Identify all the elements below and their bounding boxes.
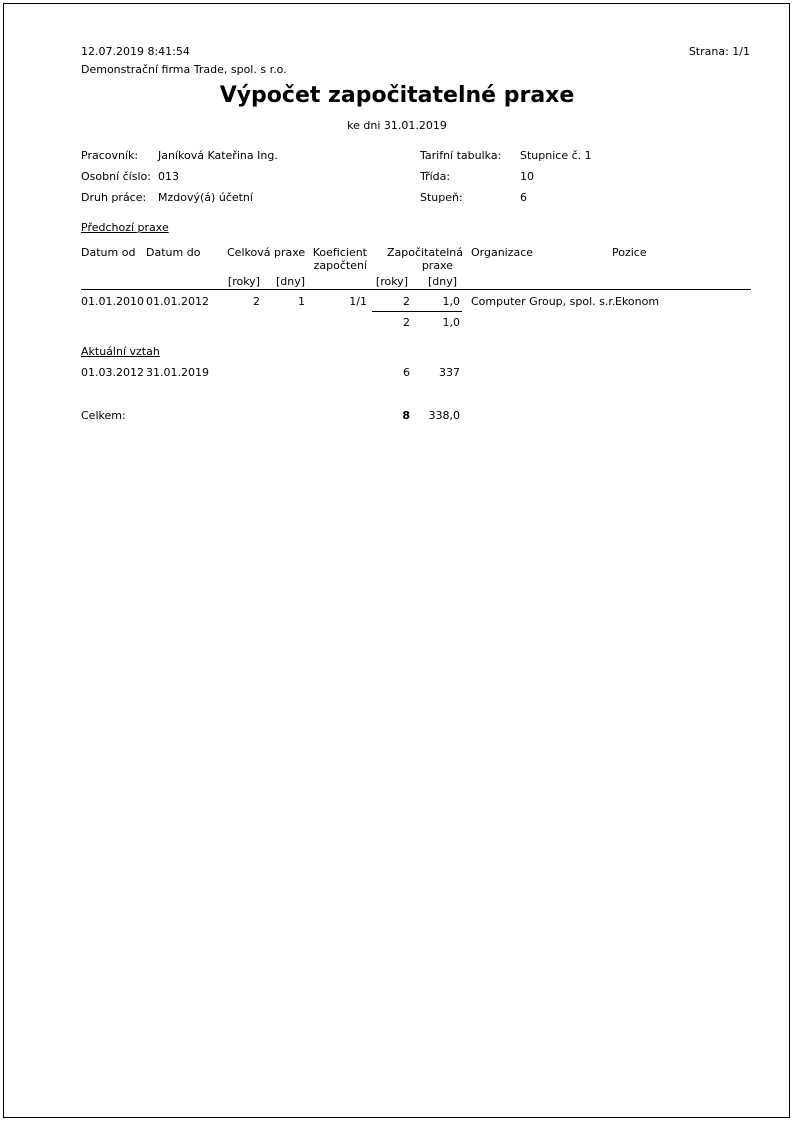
row-organizace: Computer Group, spol. s.r.o xyxy=(471,295,615,308)
row-celkova-dny: 1 xyxy=(298,295,305,308)
total-dny: 338,0 xyxy=(428,409,461,422)
section-heading-aktualni-vztah: Aktuální vztah xyxy=(81,345,160,358)
row-datum-do: 01.01.2012 xyxy=(146,295,209,308)
col-header-zapocitatelna: Započitatelná xyxy=(387,246,463,259)
col-header-datum-do: Datum do xyxy=(146,246,201,259)
row-koeficient: 1/1 xyxy=(349,295,367,308)
tarifni-tabulka-value: Stupnice č. 1 xyxy=(520,149,592,162)
col-header-koeficient-2: započtení xyxy=(313,259,367,272)
page-number: Strana: 1/1 xyxy=(688,45,750,58)
current-datum-od: 01.03.2012 xyxy=(81,366,144,379)
current-datum-do: 31.01.2019 xyxy=(146,366,209,379)
druh-prace-label: Druh práce: xyxy=(81,191,147,204)
col-unit-celkova-dny: [dny] xyxy=(275,275,305,288)
col-unit-zapocitatelna-dny: [dny] xyxy=(427,275,457,288)
col-header-koeficient: Koeficient xyxy=(312,246,367,259)
col-header-zapocitatelna-2: praxe xyxy=(421,259,453,272)
tarifni-tabulka-label: Tarifní tabulka: xyxy=(420,149,502,162)
stupen-label: Stupeň: xyxy=(420,191,463,204)
row-pozice: Ekonom xyxy=(615,295,660,308)
trida-value: 10 xyxy=(520,170,534,183)
col-header-datum-od: Datum od xyxy=(81,246,136,259)
row-zapoc-roky: 2 xyxy=(403,295,410,308)
total-roky: 8 xyxy=(402,409,410,422)
osobni-cislo-value: 013 xyxy=(158,170,179,183)
current-zapoc-roky: 6 xyxy=(403,366,410,379)
stupen-value: 6 xyxy=(520,191,527,204)
col-unit-zapocitatelna-roky: [roky] xyxy=(375,275,408,288)
druh-prace-value: Mzdový(á) účetní xyxy=(158,191,253,204)
subtotal-dny: 1,0 xyxy=(442,316,461,329)
col-header-celkova-praxe: Celková praxe xyxy=(227,246,306,259)
subtotal-rule xyxy=(372,311,462,312)
table-header-rule xyxy=(81,289,751,290)
section-heading-predchozi-praxe: Předchozí praxe xyxy=(81,221,169,234)
company-name: Demonstrační firma Trade, spol. s r.o. xyxy=(81,63,287,76)
report-subtitle: ke dni 31.01.2019 xyxy=(347,119,447,132)
total-label: Celkem: xyxy=(81,409,126,422)
report-title: Výpočet započitatelné praxe xyxy=(219,83,575,108)
subtotal-roky: 2 xyxy=(403,316,410,329)
trida-label: Třída: xyxy=(420,170,451,183)
osobni-cislo-label: Osobní číslo: xyxy=(81,170,151,183)
col-unit-celkova-roky: [roky] xyxy=(227,275,260,288)
report-timestamp: 12.07.2019 8:41:54 xyxy=(81,45,190,58)
row-datum-od: 01.01.2010 xyxy=(81,295,144,308)
current-zapoc-dny: 337 xyxy=(439,366,460,379)
col-header-pozice: Pozice xyxy=(612,246,647,259)
pracovnik-label: Pracovník: xyxy=(81,149,139,162)
row-celkova-roky: 2 xyxy=(253,295,260,308)
row-zapoc-dny: 1,0 xyxy=(442,295,461,308)
pracovnik-value: Janíková Kateřina Ing. xyxy=(158,149,278,162)
col-header-organizace: Organizace xyxy=(471,246,534,259)
